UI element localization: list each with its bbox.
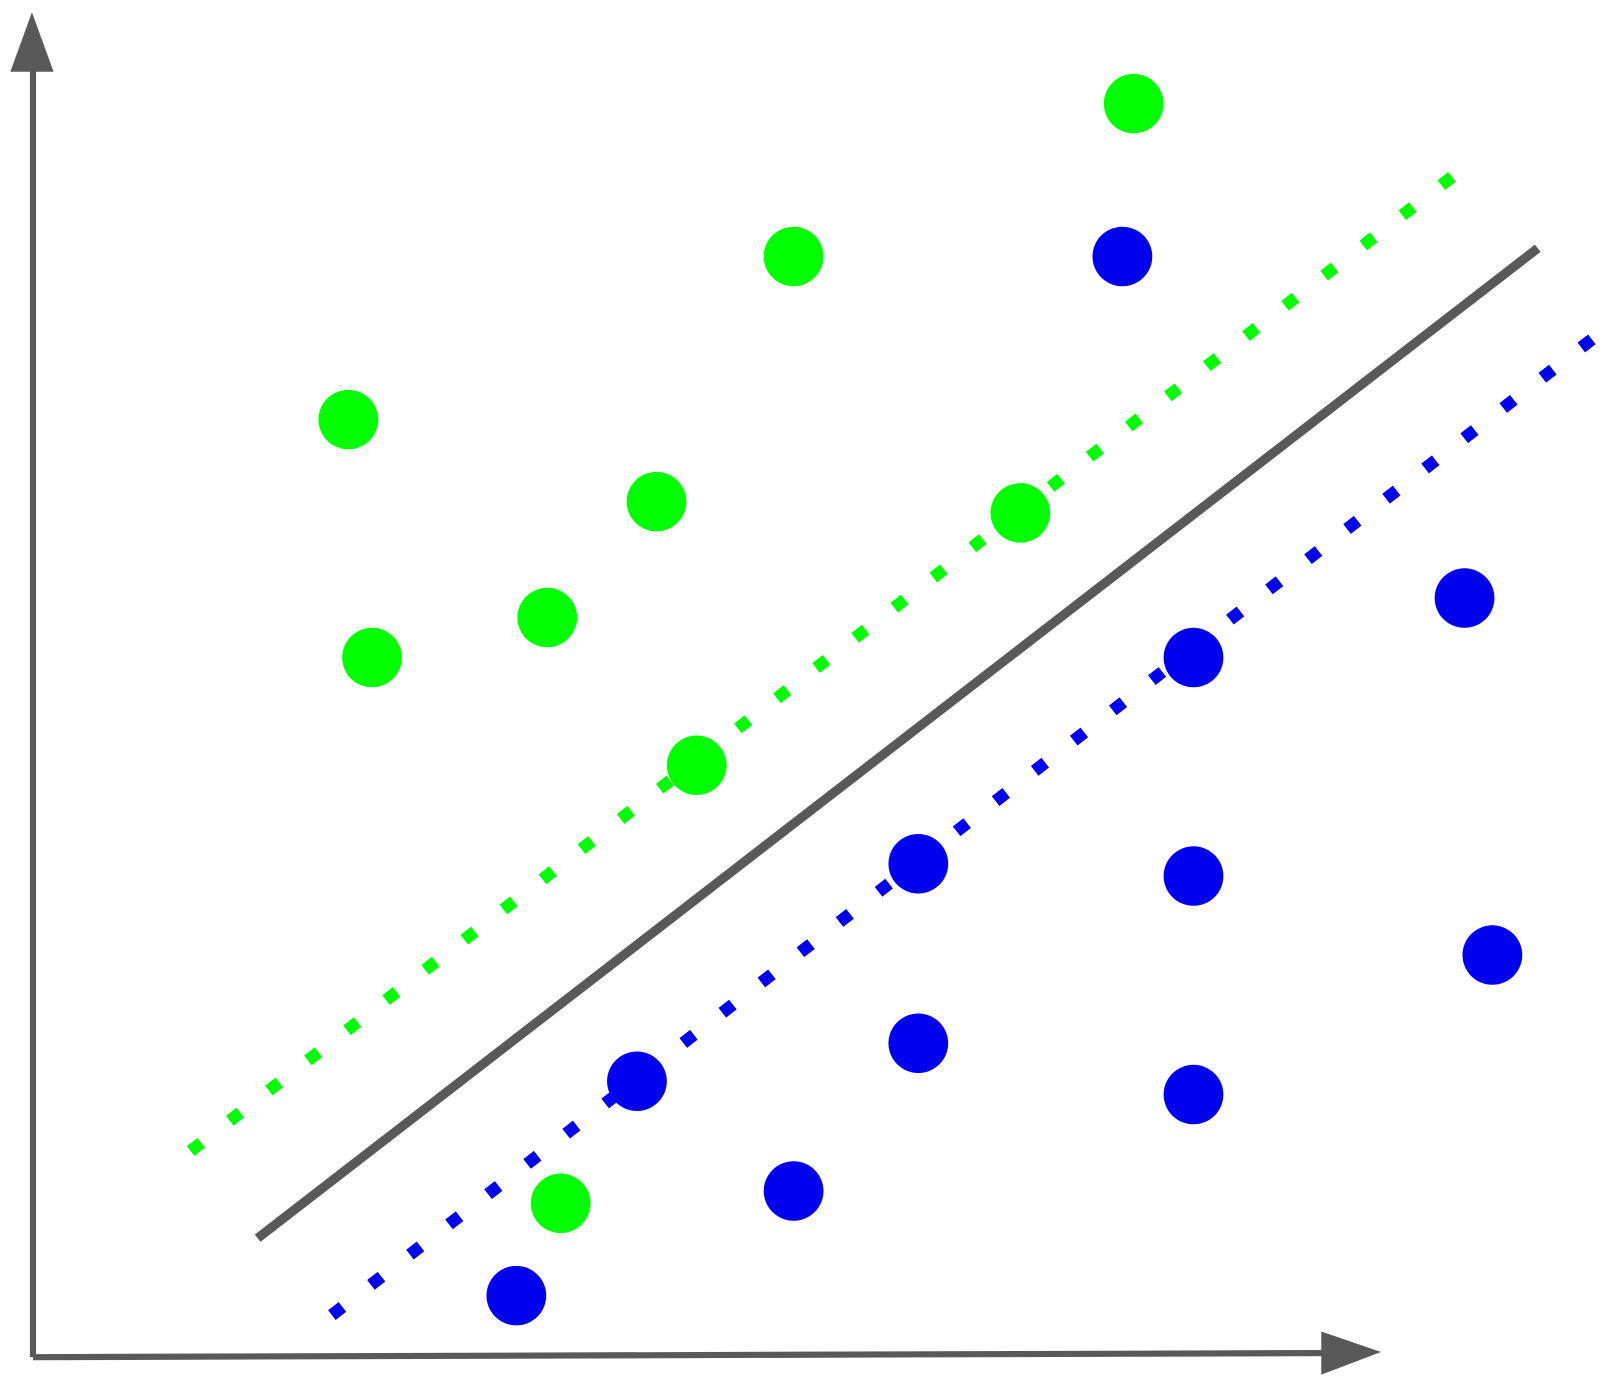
y-axis-arrow [10, 12, 54, 72]
x-axis-arrow [1321, 1331, 1382, 1375]
x-axis [32, 1349, 1328, 1361]
blue-point [1163, 1064, 1224, 1125]
green-point [990, 483, 1051, 543]
green-point [517, 587, 578, 648]
blue-point [607, 1051, 667, 1111]
green-point [626, 471, 687, 532]
blue-point [888, 1013, 949, 1074]
green-point [342, 627, 402, 688]
blue-point [1462, 925, 1523, 985]
green-point [318, 389, 379, 450]
green-points [318, 73, 1164, 1234]
blue-point [1163, 627, 1224, 688]
green-point [666, 735, 727, 796]
decision-boundary [254, 244, 1541, 1242]
blue-point [486, 1265, 547, 1326]
blue-point [888, 834, 949, 894]
green-margin [186, 169, 1460, 1156]
blue-point [763, 1161, 824, 1221]
blue-point [1092, 226, 1153, 287]
blue-point [1434, 568, 1495, 628]
axes [10, 12, 1382, 1375]
blue-point [1163, 846, 1224, 906]
green-point [763, 226, 824, 287]
blue-points [486, 226, 1523, 1326]
green-point [530, 1173, 591, 1234]
green-point [1103, 73, 1164, 134]
blue-margin [328, 328, 1604, 1320]
